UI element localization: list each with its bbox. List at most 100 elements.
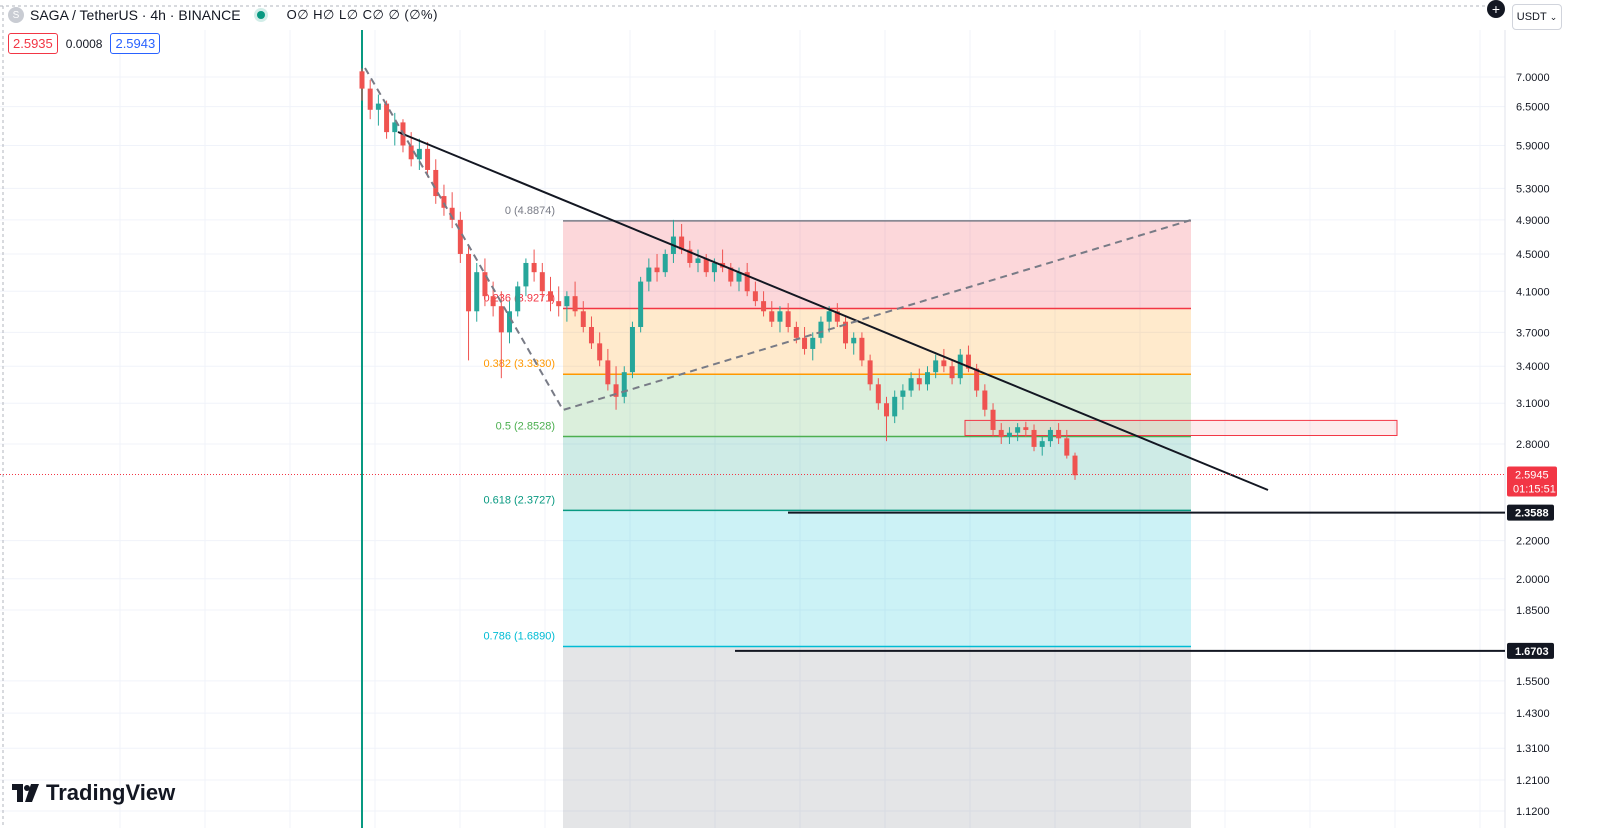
sell-price-button[interactable]: 2.5935 (8, 33, 58, 54)
candle-body (1072, 455, 1078, 476)
candle-body (449, 207, 455, 220)
y-tick-label: 7.0000 (1516, 72, 1550, 84)
candle-body (908, 378, 914, 391)
candle-body (662, 253, 668, 273)
candle-body (843, 321, 849, 344)
candle-body (924, 372, 930, 385)
bar-countdown-label: 01:15:51 (1513, 484, 1556, 496)
tradingview-logo[interactable]: TradingView (12, 780, 175, 806)
resistance-zone (964, 419, 1398, 437)
candle-body (982, 390, 988, 410)
chevron-down-icon: ⌄ (1549, 11, 1558, 22)
candle-body (679, 236, 685, 250)
candle-body (539, 272, 545, 292)
symbol-icon: S (8, 7, 24, 23)
candle-body (629, 326, 635, 373)
candle-body (834, 311, 840, 322)
spread-value: 0.0008 (65, 36, 103, 51)
candle-body (597, 343, 603, 361)
candle-body (482, 272, 488, 297)
candle-body (1064, 438, 1070, 456)
candle-body (1023, 427, 1029, 430)
candle-body (1031, 429, 1037, 447)
candle-body (867, 360, 873, 385)
y-tick-label: 5.9000 (1516, 140, 1550, 152)
fib-anchor-line (364, 67, 1192, 412)
candle-body (777, 311, 783, 322)
candle-body (949, 366, 955, 379)
candle-body (1015, 427, 1021, 433)
y-tick-label: 1.1200 (1516, 806, 1550, 818)
y-tick-label: 1.8500 (1516, 605, 1550, 617)
y-tick-label: 4.5000 (1516, 249, 1550, 261)
last-price-label: 2.5945 (1515, 470, 1549, 482)
candle-body (965, 354, 971, 369)
candle-body (466, 253, 472, 312)
tradingview-logo-icon (12, 784, 39, 802)
y-tick-label: 4.1000 (1516, 286, 1550, 298)
candle-body (638, 281, 644, 327)
candle-body (810, 337, 816, 349)
fib-level-label: 0.786 (1.6890) (483, 630, 555, 642)
candle-body (875, 384, 881, 404)
y-tick-label: 2.2000 (1516, 536, 1550, 548)
candle-body (515, 286, 521, 312)
candle-body (990, 409, 996, 430)
fib-level-label: 0.618 (2.3727) (483, 494, 555, 506)
fib-level-label: 0 (4.8874) (505, 205, 555, 217)
quote-panel: 2.5935 0.0008 2.5943 (8, 33, 161, 54)
candle-body (728, 267, 734, 282)
fib-zone (563, 436, 1191, 511)
candle-body (531, 262, 537, 273)
candle-body (957, 354, 963, 379)
candle-body (802, 337, 808, 349)
fib-zone (563, 308, 1191, 375)
y-tick-label: 4.9000 (1516, 215, 1550, 227)
candle-body (744, 272, 750, 292)
y-tick-label: 5.3000 (1516, 183, 1550, 195)
y-tick-label: 1.5500 (1516, 676, 1550, 688)
candle-body (793, 326, 799, 338)
candle-body (785, 311, 791, 327)
price-marker-label: 2.3588 (1515, 508, 1549, 520)
candle-body (892, 396, 898, 417)
buy-price-button[interactable]: 2.5943 (110, 33, 161, 54)
candle-body (654, 267, 660, 273)
candle-body (580, 311, 586, 327)
market-open-icon (256, 11, 265, 19)
price-marker-label: 1.6703 (1515, 646, 1549, 658)
candle-body (556, 301, 562, 307)
candle-body (851, 337, 857, 344)
candle-body (859, 337, 865, 361)
y-tick-label: 1.4300 (1516, 708, 1550, 720)
candle-body (752, 291, 758, 302)
candle-body (1047, 429, 1053, 442)
currency-label: USDT (1516, 11, 1547, 23)
candle-body (547, 291, 553, 302)
candle-body (916, 378, 922, 385)
last-price-box (1507, 466, 1557, 497)
candle-body (1056, 429, 1062, 439)
candle-body (384, 103, 390, 133)
candle-body (572, 296, 578, 312)
candle-body (1039, 441, 1045, 447)
trend-line (397, 131, 1269, 491)
candle-body (523, 262, 529, 287)
y-tick-label: 2.0000 (1516, 574, 1550, 586)
candle-body (425, 148, 431, 170)
candle-body (375, 103, 381, 110)
candle-body (392, 122, 398, 133)
candle-body (490, 296, 496, 307)
currency-selector[interactable]: USDT ⌄ (1512, 4, 1562, 30)
symbol-title[interactable]: SAGA / TetherUS · 4h · BINANCE (30, 7, 241, 23)
fib-zone (563, 510, 1191, 647)
candle-body (441, 196, 447, 208)
candle-body (933, 360, 939, 373)
candle-body (711, 262, 717, 273)
plus-circle-icon[interactable]: + (1487, 0, 1505, 18)
candle-body (998, 429, 1004, 437)
y-tick-label: 3.4000 (1516, 361, 1550, 373)
candle-body (818, 321, 824, 338)
chart-header: S SAGA / TetherUS · 4h · BINANCE O∅ H∅ L… (0, 0, 1505, 30)
